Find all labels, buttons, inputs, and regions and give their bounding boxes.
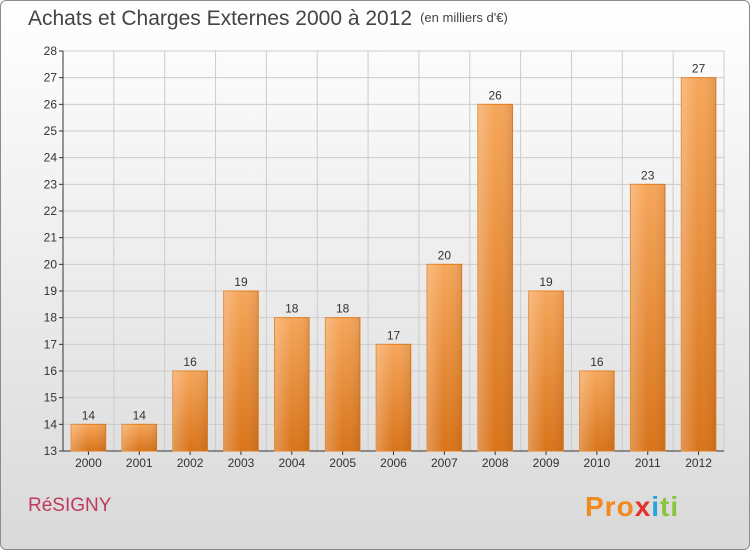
value-label-2011: 23: [641, 168, 655, 182]
y-tick-label: 19: [44, 284, 58, 298]
y-tick-label: 26: [44, 97, 58, 111]
x-tick-label-2003: 2003: [228, 456, 255, 470]
logo-part-1: Pro: [585, 491, 635, 522]
logo-part-3: i: [651, 491, 661, 522]
y-tick-label: 20: [44, 257, 58, 271]
bar-shade-2001: [121, 424, 157, 451]
y-tick-label: 22: [44, 204, 58, 218]
y-tick-label: 25: [44, 124, 58, 138]
bar-shade-2004: [274, 317, 310, 451]
value-label-2001: 14: [133, 408, 147, 422]
bar-shade-2000: [71, 424, 106, 451]
bar-shade-2006: [376, 344, 411, 451]
chart-unit: (en milliers d'€): [420, 10, 508, 25]
x-tick-label-2012: 2012: [685, 456, 712, 470]
x-tick-label-2009: 2009: [533, 456, 560, 470]
x-tick-label-2010: 2010: [584, 456, 611, 470]
bars: [70, 77, 717, 452]
value-label-2005: 18: [336, 302, 350, 316]
value-label-2012: 27: [692, 62, 706, 76]
x-tick-label-2011: 2011: [635, 456, 661, 470]
y-tick-label: 15: [44, 391, 58, 405]
value-label-2008: 26: [489, 88, 503, 102]
bar-shade-2005: [325, 317, 360, 451]
commune-name: RéSIGNY: [28, 495, 112, 516]
x-tick-label-2000: 2000: [75, 456, 102, 470]
y-tick-label: 14: [44, 417, 58, 431]
proxiti-logo[interactable]: Proxiti: [585, 491, 679, 523]
bar-shade-2009: [528, 291, 564, 451]
x-tick-label-2008: 2008: [482, 456, 509, 470]
chart-title: Achats et Charges Externes 2000 à 2012 (e…: [28, 7, 508, 31]
x-tick-label-2004: 2004: [278, 456, 305, 470]
value-label-2004: 18: [285, 302, 299, 316]
bar-shade-2012: [681, 77, 716, 452]
bar-shade-2008: [477, 104, 513, 451]
x-tick-label-2005: 2005: [329, 456, 356, 470]
y-tick-label: 24: [44, 151, 58, 165]
bar-shade-2007: [427, 264, 462, 451]
value-label-2003: 19: [234, 275, 248, 289]
labels: 14 2000 14 2001 16 2002 19 2003 18 2004 18 2005 17 20…: [75, 62, 712, 470]
value-label-2010: 16: [590, 355, 604, 369]
chart-title-text: Achats et Charges Externes 2000 à 2012: [28, 7, 413, 30]
value-label-2009: 19: [539, 275, 553, 289]
x-tick-label-2006: 2006: [380, 456, 407, 470]
logo-part-4: ti: [660, 491, 680, 522]
x-tick-label-2001: 2001: [126, 456, 153, 470]
bar-shade-2002: [172, 371, 208, 451]
y-tick-label: 18: [44, 311, 58, 325]
y-tick-label: 13: [44, 444, 58, 458]
y-tick-label: 16: [44, 364, 58, 378]
value-label-2007: 20: [438, 248, 452, 262]
x-tick-label-2007: 2007: [431, 456, 458, 470]
y-tick-label: 21: [44, 231, 58, 245]
value-label-2002: 16: [183, 355, 197, 369]
bar-shade-2011: [630, 184, 666, 452]
value-label-2006: 17: [387, 328, 401, 342]
logo-part-2: x: [634, 491, 652, 522]
value-label-2000: 14: [82, 408, 96, 422]
x-tick-label-2002: 2002: [177, 456, 204, 470]
y-tick-label: 28: [44, 44, 58, 58]
y-tick-label: 17: [44, 337, 58, 351]
y-tick-label: 23: [44, 177, 58, 191]
bar-shade-2003: [223, 291, 259, 451]
bar-shade-2010: [579, 371, 615, 451]
y-tick-label: 27: [44, 71, 58, 85]
